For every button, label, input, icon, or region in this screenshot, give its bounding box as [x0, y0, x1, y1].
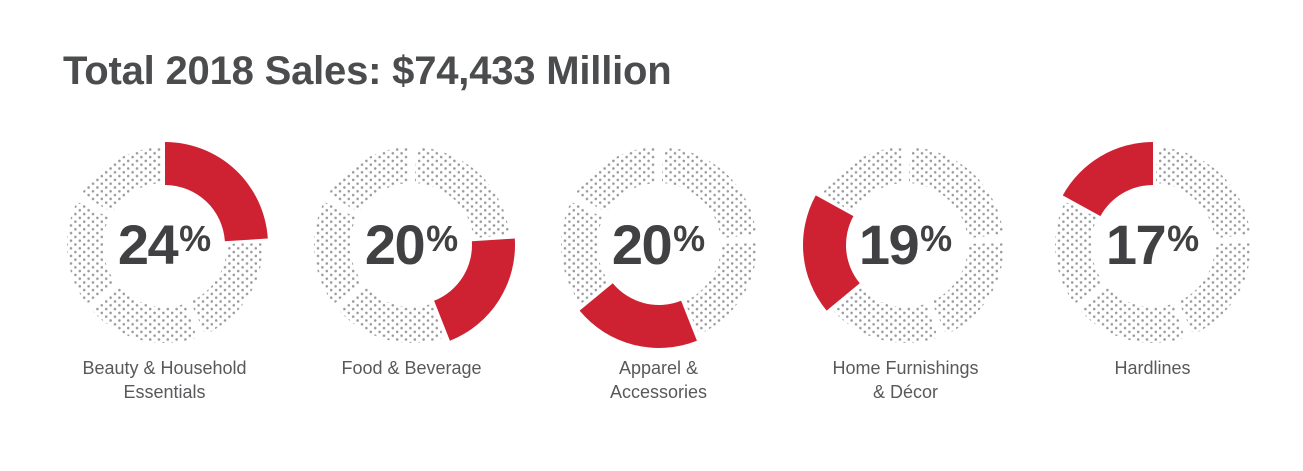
- category-label: Hardlines: [1114, 358, 1191, 378]
- donut-chart-food-beverage: 20%: [307, 140, 517, 350]
- donut-cell-beauty-household-essentials: 24% Beauty & Household Essentials: [41, 140, 288, 404]
- category-label: Food & Beverage: [341, 358, 482, 378]
- donut-cell-home-furnishings-decor: 19% Home Furnishings & Décor: [782, 140, 1029, 404]
- donut-cell-hardlines: 17% Hardlines: [1029, 140, 1276, 404]
- donut-ring: [1054, 142, 1251, 344]
- donut-ring: [560, 147, 757, 349]
- donut-row: 24% Beauty & Household Essentials 20% Fo…: [0, 140, 1303, 404]
- donut-chart-hardlines: 17%: [1048, 140, 1258, 350]
- donut-ring: [313, 147, 515, 344]
- donut-chart-beauty-household-essentials: 24%: [60, 140, 270, 350]
- sales-infographic: Total 2018 Sales: $74,433 Million 24% Be…: [0, 51, 1303, 471]
- donut-cell-food-beverage: 20% Food & Beverage: [288, 140, 535, 404]
- donut-ring: [802, 147, 1004, 344]
- chart-title: Total 2018 Sales: $74,433 Million: [63, 49, 672, 93]
- category-label: Beauty & Household Essentials: [82, 358, 247, 402]
- donut-chart-home-furnishings-decor: 19%: [801, 140, 1011, 350]
- donut-cell-apparel-accessories: 20% Apparel & Accessories: [535, 140, 782, 404]
- donut-ring: [66, 142, 268, 344]
- donut-chart-apparel-accessories: 20%: [554, 140, 764, 350]
- category-label: Apparel & Accessories: [609, 358, 708, 402]
- category-label: Home Furnishings & Décor: [832, 358, 979, 402]
